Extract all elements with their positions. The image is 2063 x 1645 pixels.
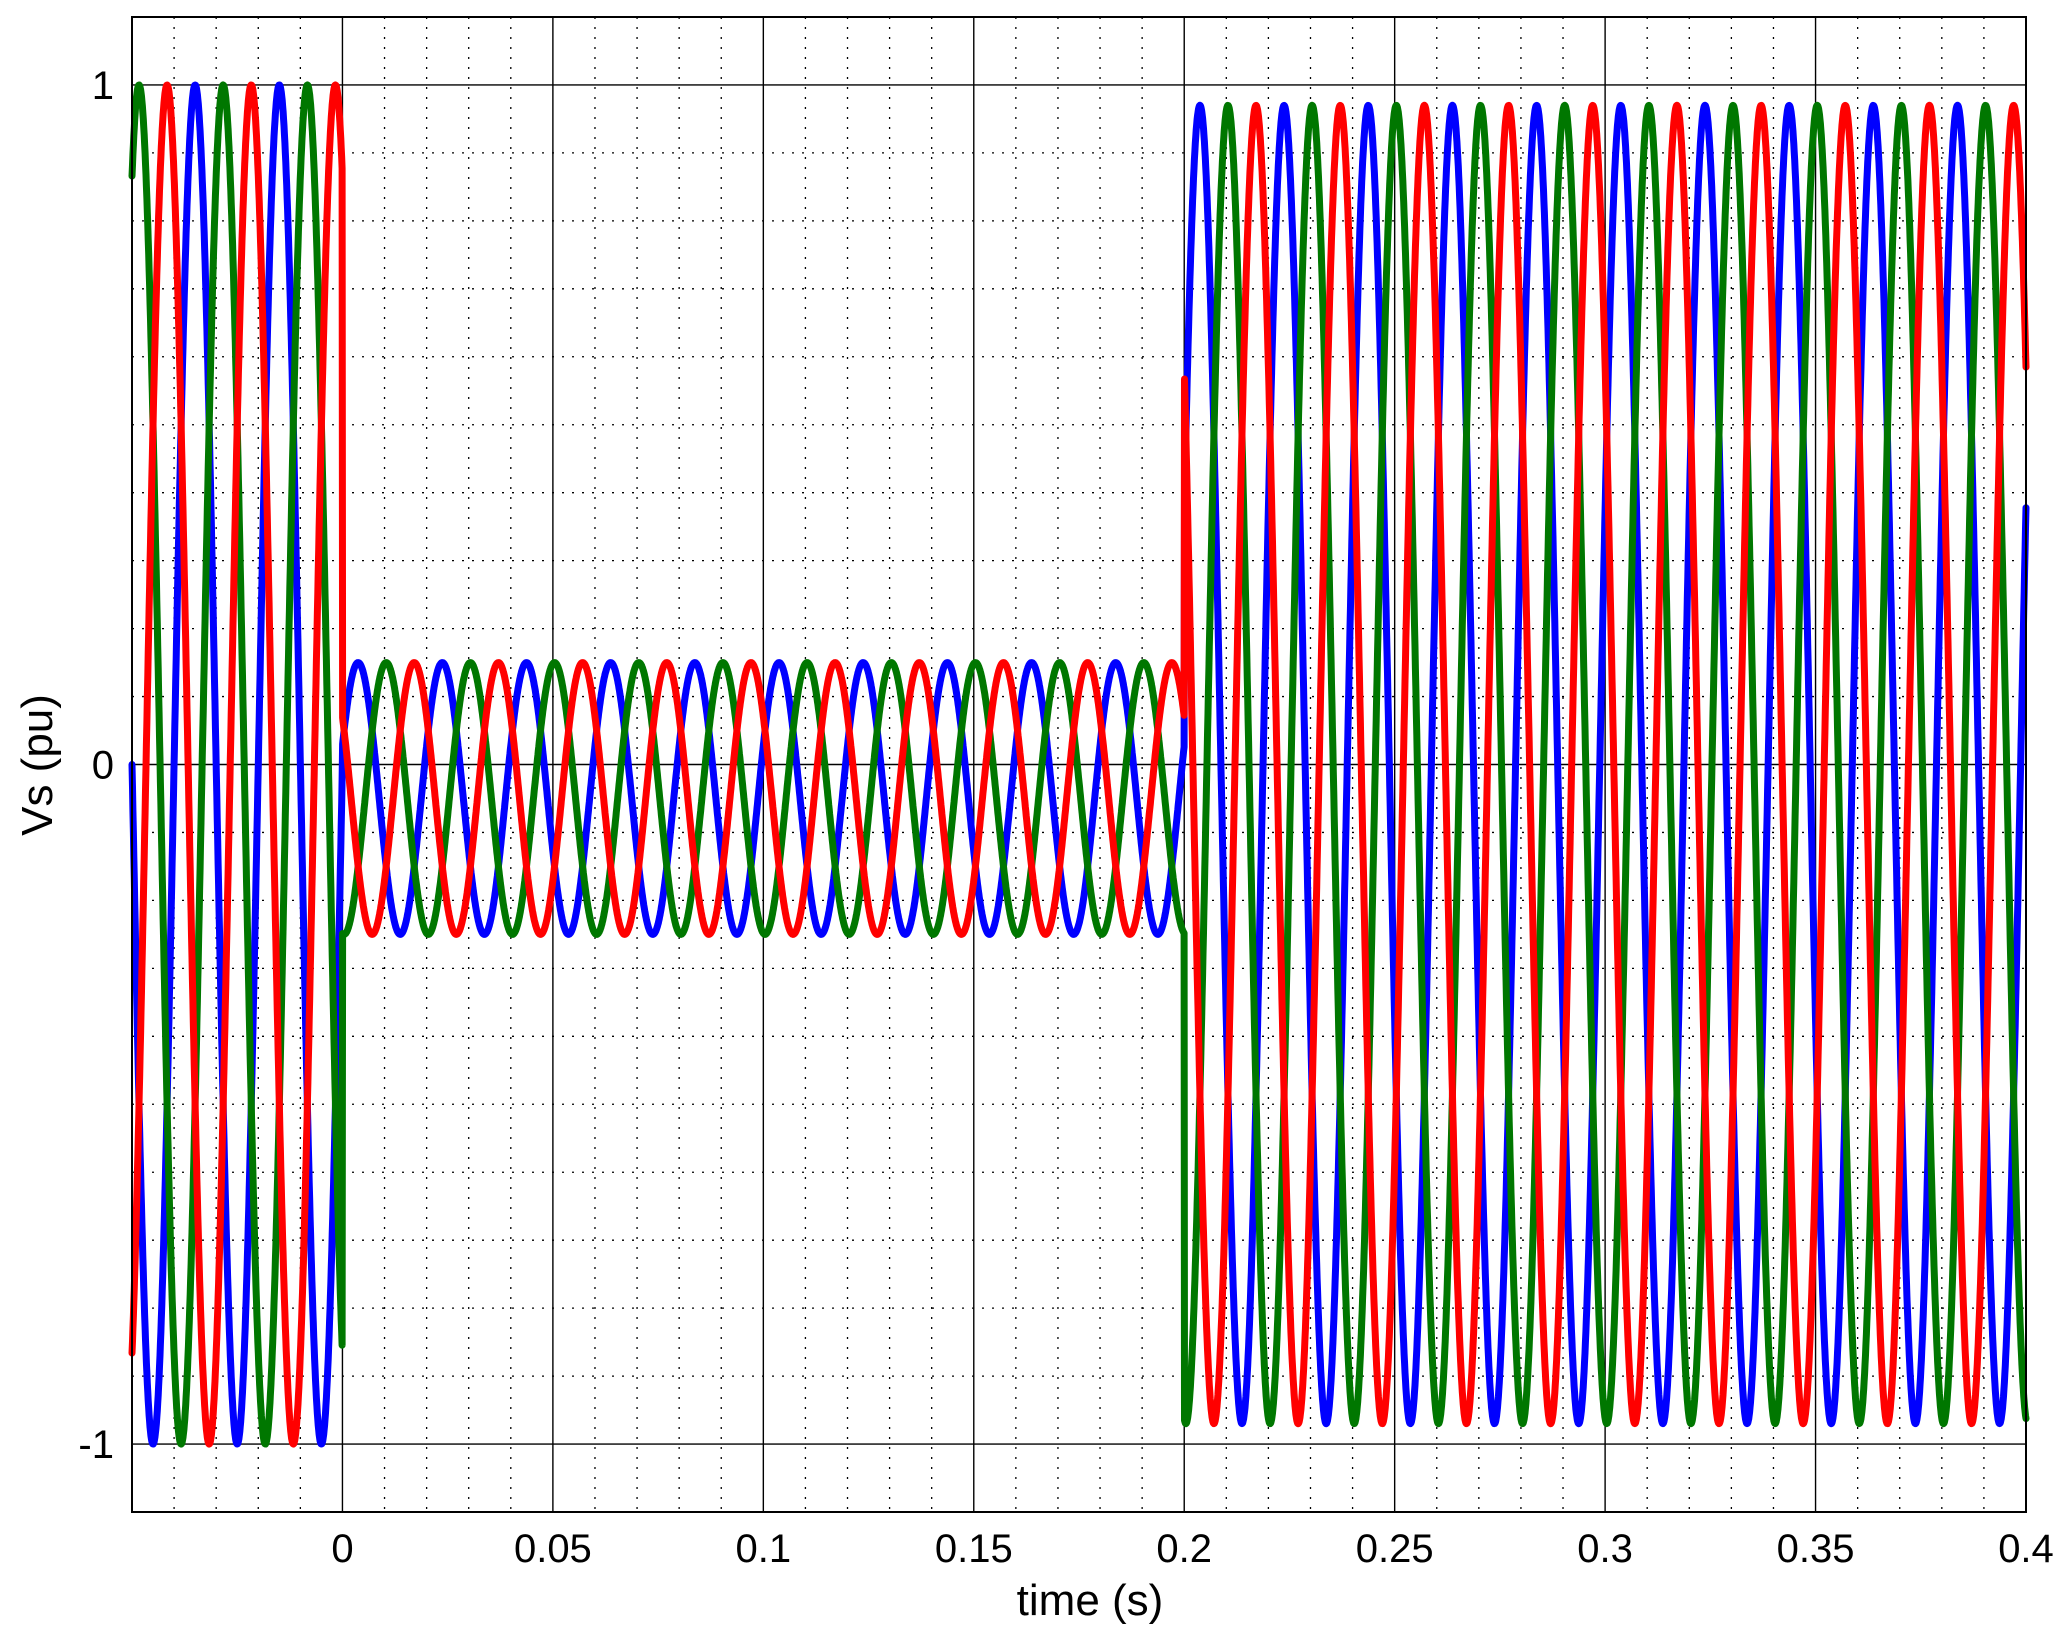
series-line-2 <box>128 81 2030 1448</box>
y-tick-labels: -1 0 1 <box>78 64 114 1467</box>
y-tick-label: 1 <box>92 64 114 108</box>
series-line-1 <box>128 81 2030 1448</box>
plot-frame <box>131 16 2027 1513</box>
x-tick-label: 0.4 <box>1998 1527 2054 1571</box>
x-tick-label: 0.3 <box>1577 1527 1633 1571</box>
x-tick-label: 0.35 <box>1777 1527 1855 1571</box>
y-tick-label: 0 <box>92 744 114 788</box>
series-group <box>128 81 2030 1448</box>
x-tick-labels: 0 0.05 0.1 0.15 0.2 0.25 0.3 0.35 0.4 <box>331 1527 2053 1571</box>
series-line-3 <box>128 81 2030 1448</box>
x-tick-label: 0.15 <box>935 1527 1013 1571</box>
x-tick-label: 0.05 <box>514 1527 592 1571</box>
x-tick-label: 0.25 <box>1356 1527 1434 1571</box>
y-tick-label: -1 <box>78 1423 114 1467</box>
x-axis-label: time (s) <box>1017 1576 1164 1625</box>
x-tick-label: 0 <box>331 1527 353 1571</box>
x-tick-label: 0.1 <box>736 1527 792 1571</box>
y-axis-label: Vs (pu) <box>13 694 62 836</box>
x-tick-label: 0.2 <box>1156 1527 1212 1571</box>
